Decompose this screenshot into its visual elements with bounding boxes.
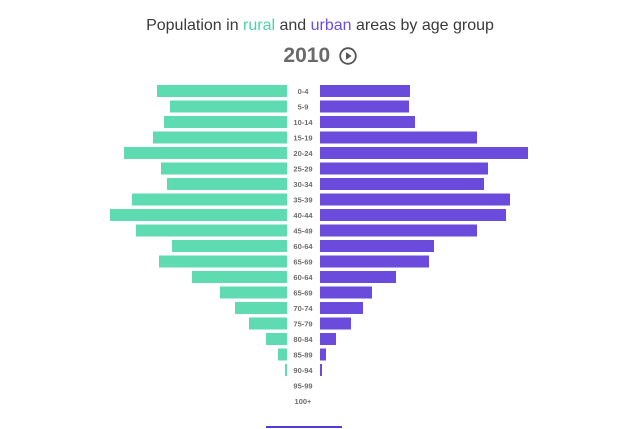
bar-urban-15-19	[320, 131, 477, 144]
bar-rural-80-84	[266, 333, 287, 345]
bar-rural-15-19	[153, 131, 287, 144]
bar-rural-65-69	[220, 286, 287, 299]
bar-rural-85-89	[278, 348, 287, 361]
year-label: 2010	[283, 44, 331, 67]
age-label-40-44: 40-44	[293, 211, 313, 220]
bar-urban-30-34	[320, 178, 484, 190]
age-label-20-24: 20-24	[293, 149, 313, 158]
age-label-80-84: 80-84	[293, 335, 313, 344]
bar-urban-35-39	[320, 193, 510, 206]
bar-rural-45-49	[136, 224, 287, 237]
age-label-60-64: 60-64	[293, 242, 313, 251]
bar-rural-65-69	[159, 255, 287, 268]
bar-urban-0-4	[320, 85, 410, 97]
bar-rural-25-29	[161, 162, 287, 175]
bar-urban-65-69	[320, 255, 429, 268]
bar-urban-10-14	[320, 116, 415, 128]
age-label-25-29: 25-29	[293, 165, 312, 174]
bar-rural-40-44	[110, 209, 287, 221]
bar-rural-0-4	[157, 85, 287, 97]
age-label-100+: 100+	[295, 397, 313, 406]
bar-urban-20-24	[320, 147, 528, 159]
bar-urban-70-74	[320, 302, 363, 314]
bar-urban-5-9	[320, 100, 409, 113]
title-rural-word: rural	[243, 17, 276, 34]
bar-urban-85-89	[320, 348, 326, 361]
bar-urban-40-44	[320, 209, 506, 221]
bar-rural-75-79	[249, 317, 287, 330]
title-urban-word: urban	[310, 17, 352, 34]
bar-rural-20-24	[124, 147, 287, 159]
age-label-75-79: 75-79	[293, 320, 312, 329]
age-label-60-64: 60-64	[293, 273, 313, 282]
age-label-45-49: 45-49	[293, 227, 312, 236]
title-suffix: areas by age group	[351, 17, 494, 34]
age-label-0-4: 0-4	[298, 87, 310, 96]
bar-rural-70-74	[235, 302, 287, 314]
chart-title: Population in rural and urban areas by a…	[0, 17, 640, 35]
title-middle: and	[275, 17, 311, 34]
bar-rural-5-9	[170, 100, 287, 113]
age-label-10-14: 10-14	[293, 118, 313, 127]
bar-rural-10-14	[164, 116, 287, 128]
play-button[interactable]	[338, 47, 357, 65]
bar-urban-75-79	[320, 317, 351, 330]
age-label-35-39: 35-39	[293, 196, 312, 205]
bar-urban-60-64	[320, 271, 396, 283]
age-label-70-74: 70-74	[293, 304, 313, 313]
bar-rural-90-94	[285, 364, 287, 376]
age-label-90-94: 90-94	[293, 366, 313, 375]
bottom-rule	[266, 426, 342, 428]
age-label-85-89: 85-89	[293, 351, 312, 360]
age-label-5-9: 5-9	[298, 103, 309, 112]
age-label-65-69: 65-69	[293, 289, 312, 298]
bar-urban-25-29	[320, 162, 488, 175]
age-label-30-34: 30-34	[293, 180, 313, 189]
age-label-95-99: 95-99	[293, 382, 312, 391]
play-circle-icon	[338, 47, 357, 65]
bar-urban-60-64	[320, 240, 434, 252]
age-label-15-19: 15-19	[293, 134, 312, 143]
bar-urban-65-69	[320, 286, 372, 299]
year-control: 2010	[0, 44, 640, 68]
bar-rural-35-39	[132, 193, 287, 206]
bar-rural-60-64	[192, 271, 287, 283]
bar-rural-30-34	[167, 178, 287, 190]
bar-urban-90-94	[320, 364, 322, 376]
bar-rural-60-64	[172, 240, 287, 252]
title-prefix: Population in	[146, 17, 244, 34]
bar-urban-45-49	[320, 224, 477, 237]
bar-urban-80-84	[320, 333, 336, 345]
age-label-65-69: 65-69	[293, 258, 312, 267]
